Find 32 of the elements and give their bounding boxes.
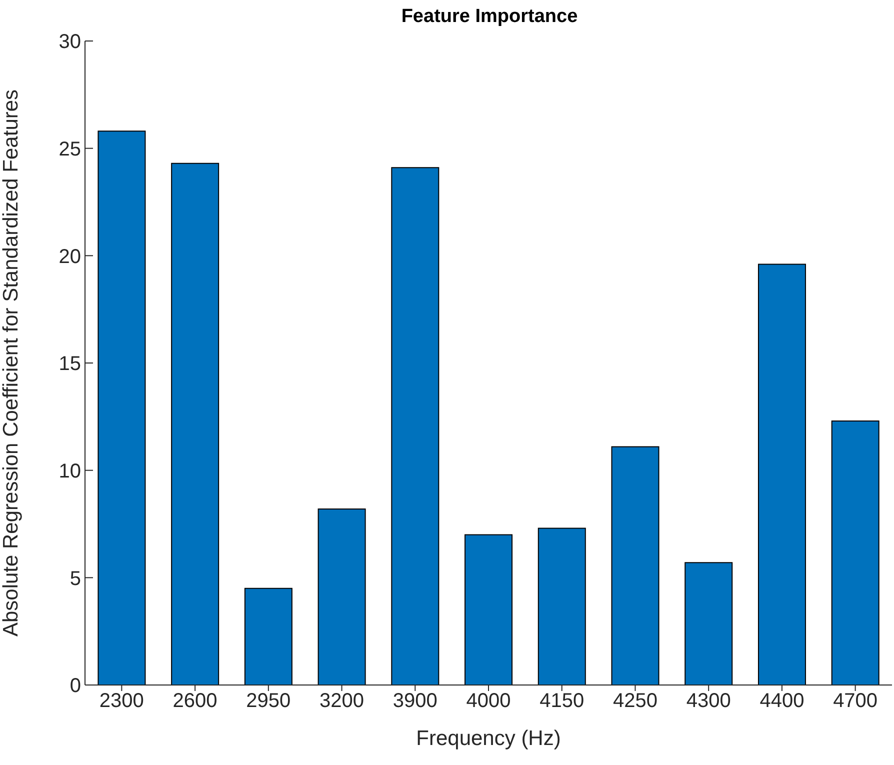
x-tick-label: 2950 xyxy=(246,690,291,712)
bar xyxy=(758,264,806,685)
x-tick-label: 4250 xyxy=(612,690,658,712)
bar xyxy=(98,130,146,685)
y-axis-title: Absolute Regression Coefficient for Standardized Features xyxy=(0,89,22,637)
bar xyxy=(684,562,733,685)
y-tick-label: 0 xyxy=(70,675,81,698)
bar xyxy=(464,534,513,685)
x-tick-label: 4700 xyxy=(833,690,878,712)
bar xyxy=(538,528,586,685)
x-tick-label: 4150 xyxy=(540,690,584,712)
y-tick-label: 20 xyxy=(58,246,81,268)
bar xyxy=(171,162,220,685)
x-tick-label: 2600 xyxy=(172,690,218,712)
bar xyxy=(244,588,292,685)
x-tick-label: 2300 xyxy=(99,690,144,712)
y-tick-label: 30 xyxy=(58,31,81,54)
bar xyxy=(831,420,880,685)
bar xyxy=(391,167,440,685)
y-tick-label: 5 xyxy=(70,568,81,590)
bar xyxy=(611,446,660,685)
x-tick-label: 4300 xyxy=(686,690,731,712)
x-tick-label: 3900 xyxy=(392,690,438,712)
y-tick-label: 10 xyxy=(58,460,81,482)
y-tick-label: 15 xyxy=(58,353,81,376)
x-axis-title: Frequency (Hz) xyxy=(416,727,561,750)
bar xyxy=(318,508,366,685)
x-tick-label: 4000 xyxy=(466,690,511,712)
chart-title: Feature Importance xyxy=(400,6,579,28)
x-tick-label: 3200 xyxy=(320,690,364,712)
y-tick-label: 25 xyxy=(58,138,81,160)
x-tick-label: 4400 xyxy=(760,690,804,712)
